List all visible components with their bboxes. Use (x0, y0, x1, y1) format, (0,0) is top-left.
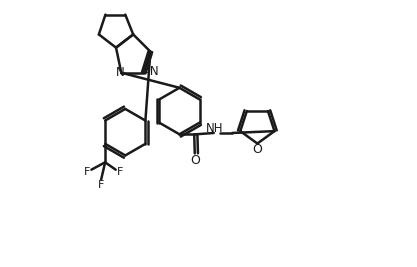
Text: F: F (117, 167, 123, 177)
Text: O: O (252, 143, 262, 156)
Text: =N: =N (140, 65, 159, 78)
Text: NH: NH (206, 122, 224, 135)
Text: F: F (84, 167, 90, 177)
Text: F: F (98, 180, 104, 190)
Text: O: O (190, 154, 200, 167)
Text: N: N (116, 66, 124, 79)
